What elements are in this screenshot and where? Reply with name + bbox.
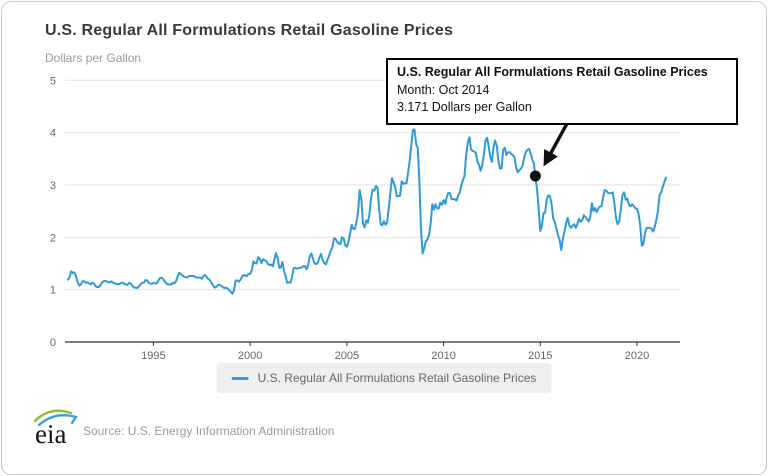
tooltip-arrow-icon (543, 120, 570, 167)
highlighted-data-point[interactable] (529, 170, 541, 182)
x-tick-label-2005: 2005 (335, 350, 359, 362)
y-tick-label-4: 4 (50, 128, 56, 140)
eia-logo: eia (28, 406, 86, 449)
source-attribution: Source: U.S. Energy Information Administ… (83, 424, 335, 438)
eia-logo-blue-arc-icon (37, 414, 78, 427)
x-tick-label-2000: 2000 (238, 350, 262, 362)
y-tick-label-5: 5 (50, 75, 56, 87)
x-tick-label-2020: 2020 (625, 350, 649, 362)
tooltip-series-title: U.S. Regular All Formulations Retail Gas… (397, 65, 708, 79)
eia-logo-green-arc-icon (33, 409, 73, 423)
y-tick-label-1: 1 (50, 285, 56, 297)
legend[interactable]: U.S. Regular All Formulations Retail Gas… (216, 363, 552, 393)
x-tick-label-2015: 2015 (528, 350, 552, 362)
tooltip-value: 3.171 Dollars per Gallon (397, 100, 532, 114)
y-tick-label-0: 0 (50, 337, 56, 349)
y-tick-label-3: 3 (50, 180, 56, 192)
chart-title: U.S. Regular All Formulations Retail Gas… (45, 22, 454, 39)
x-tick-label-1995: 1995 (141, 350, 165, 362)
legend-line-swatch (231, 376, 249, 380)
y-axis-unit-label: Dollars per Gallon (45, 51, 142, 65)
eia-logo-text: eia (35, 419, 66, 448)
legend-series-label: U.S. Regular All Formulations Retail Gas… (257, 371, 537, 385)
gasoline-price-line[interactable] (67, 128, 667, 295)
data-point-tooltip: U.S. Regular All Formulations Retail Gas… (386, 58, 738, 125)
tooltip-month: Month: Oct 2014 (397, 82, 490, 97)
y-tick-label-2: 2 (50, 232, 56, 244)
x-tick-label-2010: 2010 (431, 350, 455, 362)
